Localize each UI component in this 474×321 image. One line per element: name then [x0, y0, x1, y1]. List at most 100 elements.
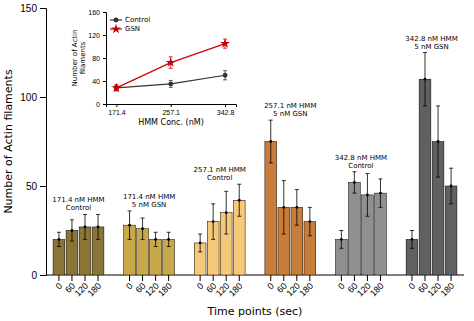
- inset-error-bar-cap: [169, 68, 173, 69]
- inset-y-axis: 04080120160: [88, 9, 106, 108]
- y-tick-label: 100: [20, 92, 37, 103]
- inset-y-tick-label: 40: [92, 78, 100, 85]
- inset-marker: [220, 38, 230, 47]
- legend-label: GSN: [125, 25, 140, 33]
- error-bar-cap: [128, 239, 132, 240]
- error-bar-stem: [438, 106, 439, 177]
- x-tick-label: 0: [195, 281, 206, 292]
- x-tick: 180: [227, 275, 245, 298]
- error-bar-stem: [296, 190, 297, 226]
- x-tick-mark: [84, 275, 85, 281]
- inset-y-axis-line: [103, 13, 107, 105]
- inset-y-tick-mark: [103, 81, 106, 82]
- inset-error-bar-cap: [223, 79, 227, 80]
- x-tick-mark: [451, 275, 452, 281]
- error-bar: [83, 214, 87, 239]
- bar-dot: [58, 238, 61, 241]
- x-tick-mark: [239, 275, 240, 281]
- x-tick-label: 0: [407, 281, 418, 292]
- y-tick-mark: [40, 97, 46, 98]
- group-annotation: 257.1 nM HMM5 nM GSN: [264, 102, 316, 118]
- error-bar-cap: [269, 120, 273, 121]
- inset-error-bar-cap: [169, 87, 173, 88]
- x-tick-label: 180: [86, 281, 104, 299]
- error-bar: [339, 231, 343, 249]
- y-tick: 100: [20, 92, 46, 103]
- inset-plot: 171.4257.1342.804080120160HMM Conc. (nM)…: [71, 9, 237, 127]
- bar-dot: [424, 78, 427, 81]
- error-bar-cap: [96, 239, 100, 240]
- error-bar: [269, 120, 273, 163]
- x-tick: 120: [143, 275, 161, 298]
- error-bar-stem: [98, 214, 99, 239]
- inset-x-axis-title: HMM Conc. (nM): [138, 118, 204, 127]
- error-bar-stem: [168, 232, 169, 246]
- bar: [419, 79, 431, 275]
- error-bar-stem: [309, 207, 310, 235]
- error-bar: [410, 231, 414, 249]
- bar-dot: [141, 227, 144, 230]
- y-axis: 050100150: [20, 3, 46, 281]
- error-bar-cap: [410, 248, 414, 249]
- error-bar: [198, 234, 202, 252]
- bar-dot: [437, 140, 440, 143]
- bar-dot: [238, 199, 241, 202]
- error-bar-cap: [378, 178, 382, 179]
- x-tick: 0: [54, 275, 65, 291]
- error-bar-cap: [352, 193, 356, 194]
- legend-entry: GSN: [110, 24, 140, 34]
- legend-label: Control: [125, 16, 150, 24]
- x-tick-mark: [226, 275, 227, 281]
- x-tick: 180: [297, 275, 315, 298]
- error-bar-stem: [367, 174, 368, 217]
- bar-group: [194, 184, 245, 275]
- error-bar-stem: [58, 232, 59, 246]
- y-tick-mark: [40, 8, 46, 9]
- bar-dot: [225, 211, 228, 214]
- error-bar: [308, 207, 312, 235]
- error-bar: [378, 179, 382, 207]
- error-bar: [141, 218, 145, 239]
- inset-x-tick: 171.4: [108, 104, 126, 116]
- error-bar-cap: [378, 207, 382, 208]
- x-tick-label: 0: [124, 281, 135, 292]
- x-axis-title: Time points (sec): [207, 305, 303, 318]
- y-axis-title: Number of Actin filaments: [2, 69, 15, 213]
- inset-marker: [223, 73, 228, 78]
- x-tick-mark: [438, 275, 439, 281]
- y-tick: 150: [20, 3, 46, 14]
- error-bar-cap: [365, 173, 369, 174]
- bar-dot: [308, 220, 311, 223]
- bar-dot: [366, 194, 369, 197]
- inset-error-bar-cap: [169, 80, 173, 81]
- error-bar-stem: [226, 191, 227, 234]
- bar: [349, 182, 361, 275]
- error-bar: [352, 172, 356, 193]
- error-bar-cap: [365, 216, 369, 217]
- error-bar-stem: [84, 214, 85, 239]
- x-tick-label: 0: [265, 281, 276, 292]
- inset-line: [116, 75, 225, 88]
- x-tick-mark: [296, 275, 297, 281]
- error-bar-stem: [239, 184, 240, 216]
- error-bar-cap: [237, 216, 241, 217]
- inset-x-tick-mark: [171, 104, 172, 107]
- inset-y-tick: 120: [88, 32, 106, 39]
- x-tick-mark: [71, 275, 72, 281]
- error-bar-cap: [449, 203, 453, 204]
- x-tick: 0: [124, 275, 135, 291]
- inset-y-tick-mark: [103, 35, 106, 36]
- x-tick: 180: [156, 275, 174, 298]
- error-bar-stem: [425, 53, 426, 106]
- bar-dot: [167, 238, 170, 241]
- error-bar-cap: [224, 234, 228, 235]
- bar-dot: [212, 220, 215, 223]
- group-annotation: 171.4 nM HMM5 nM GSN: [123, 193, 175, 209]
- inset-x-axis-line: [107, 105, 237, 108]
- x-tick: 120: [214, 275, 232, 298]
- x-tick-label: 0: [336, 281, 347, 292]
- bar-dot: [295, 206, 298, 209]
- x-tick-mark: [309, 275, 310, 281]
- bar-dot: [450, 185, 453, 188]
- inset-x-tick-mark: [225, 104, 226, 107]
